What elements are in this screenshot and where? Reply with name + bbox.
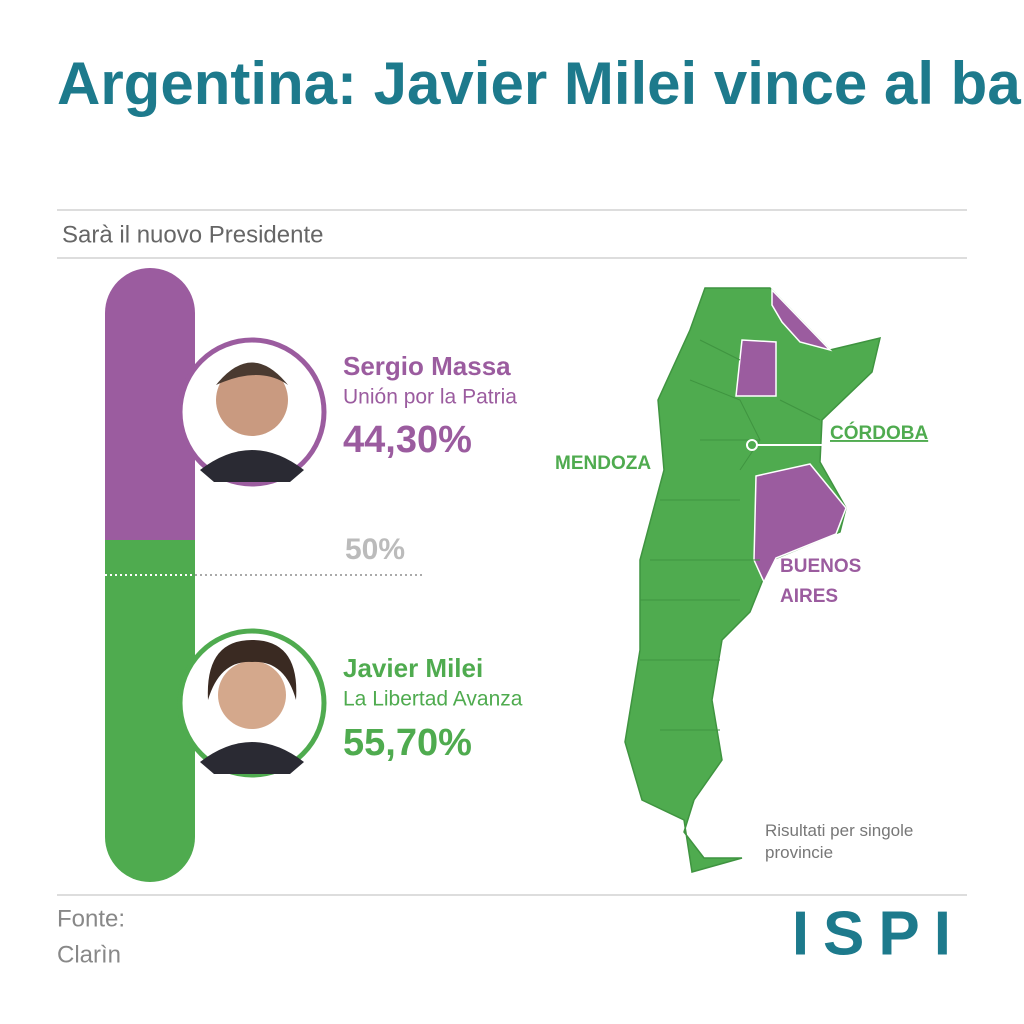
value-label: 44,30% xyxy=(343,419,472,461)
map-note: Risultati per singole provincie xyxy=(765,821,914,862)
source-label: Fonte: xyxy=(57,905,125,932)
map-province xyxy=(753,463,847,584)
candidate-name: Sergio Massa xyxy=(343,351,511,381)
map-province xyxy=(735,339,777,397)
map-province xyxy=(771,288,833,352)
map-label: MENDOZA xyxy=(555,453,651,474)
photo xyxy=(177,628,327,778)
map-label: CÓRDOBA xyxy=(830,422,928,444)
map-country xyxy=(624,287,882,873)
map-label: BUENOS AIRES xyxy=(780,556,862,607)
subtitle: Sarà il nuovo Presidente xyxy=(62,221,324,248)
leader-dot xyxy=(746,439,758,451)
map-border xyxy=(640,339,821,731)
candidate-name: Javier Milei xyxy=(343,653,483,683)
candidate-party: Unión por la Patria xyxy=(343,386,517,409)
logo: ISPI xyxy=(792,899,965,968)
reference-label: 50% xyxy=(345,533,405,566)
title: Argentina: Javier Milei vince al ballott… xyxy=(57,50,1024,117)
photo xyxy=(177,337,327,487)
value-label: 55,70% xyxy=(343,722,472,764)
source-name: Clarìn xyxy=(57,941,121,968)
map xyxy=(624,287,882,873)
candidate-party: La Libertad Avanza xyxy=(343,688,523,711)
